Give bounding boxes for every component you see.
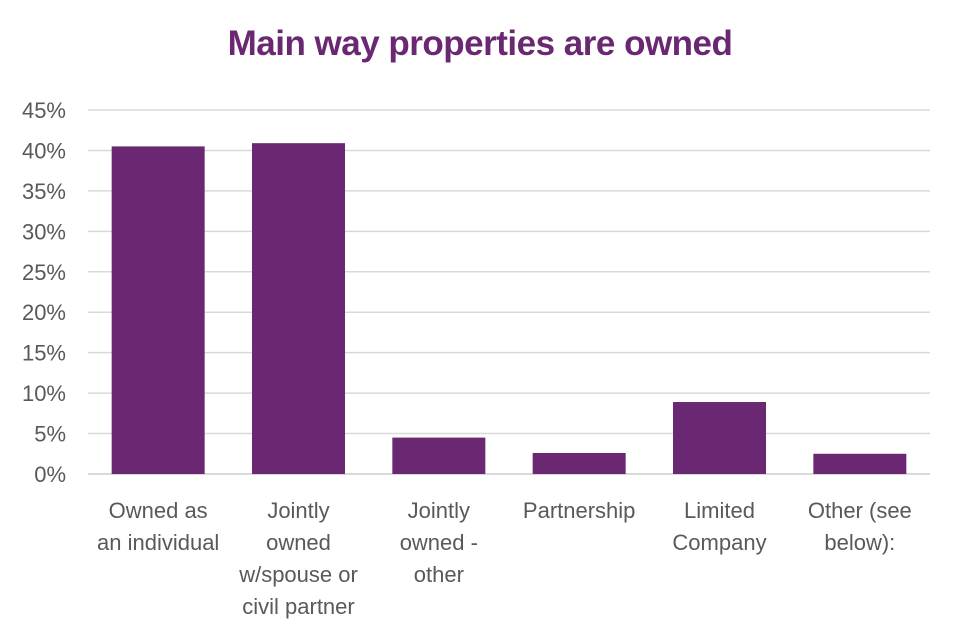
bar: [813, 453, 907, 474]
y-tick-label: 30%: [22, 219, 66, 244]
x-tick-label: Jointly owned -other: [400, 498, 478, 587]
bar: [111, 146, 205, 474]
y-tick-label: 20%: [22, 300, 66, 325]
x-tick-label: Jointly owned w/spouse or civil partner: [238, 498, 358, 619]
y-tick-label: 15%: [22, 341, 66, 366]
x-tick-label: Limited Company: [672, 498, 766, 555]
bar: [532, 452, 626, 474]
x-tick-label: Other (see below):: [808, 498, 912, 555]
y-tick-label: 5%: [34, 422, 66, 447]
y-tick-label: 25%: [22, 260, 66, 285]
x-tick-label: Partnership: [523, 498, 636, 523]
bar: [392, 437, 486, 474]
y-tick-label: 35%: [22, 179, 66, 204]
y-tick-label: 40%: [22, 138, 66, 163]
y-tick-label: 10%: [22, 381, 66, 406]
x-tick-label: Owned as an individual: [97, 498, 219, 555]
chart-title: Main way properties are owned: [227, 24, 733, 63]
bar: [673, 402, 766, 474]
y-tick-label: 0%: [34, 462, 66, 487]
y-tick-label: 45%: [22, 98, 66, 123]
bar: [252, 143, 345, 475]
